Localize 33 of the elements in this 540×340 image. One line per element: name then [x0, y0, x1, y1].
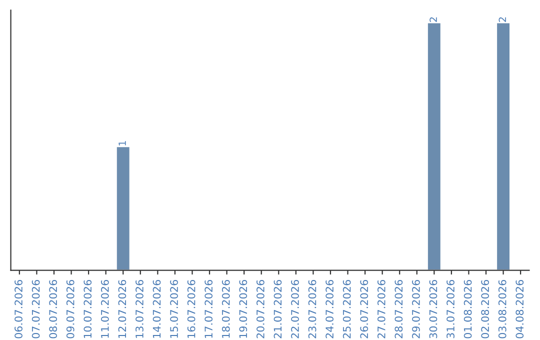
- x-tick-label: 31.07.2026: [446, 280, 454, 338]
- x-tick-label: 23.07.2026: [308, 280, 316, 338]
- data-label: 2: [498, 17, 506, 22]
- x-tick-label: 14.07.2026: [152, 280, 161, 338]
- x-tick-label: 30.07.2026: [429, 280, 438, 338]
- x-tick-label: 10.07.2026: [84, 280, 92, 338]
- x-tick-label: 25.07.2026: [342, 280, 351, 338]
- x-tick-label: 21.07.2026: [274, 280, 282, 338]
- x-tick-label: 16.07.2026: [187, 280, 196, 338]
- x-tick-label: 02.08.2026: [481, 280, 490, 338]
- x-tick-label: 29.07.2026: [412, 280, 420, 338]
- x-tick-label: 24.07.2026: [326, 280, 334, 338]
- x-tick-label: 08.07.2026: [49, 280, 58, 338]
- data-label: 1: [118, 141, 126, 146]
- x-tick-label: 22.07.2026: [291, 280, 299, 338]
- x-tick-label: 18.07.2026: [222, 280, 230, 338]
- x-tick-label: 11.07.2026: [100, 280, 109, 338]
- x-tick-label: 19.07.2026: [239, 280, 248, 338]
- x-tick-label: 20.07.2026: [256, 280, 264, 338]
- data-label: 2: [430, 17, 437, 22]
- x-tick-label: 09.07.2026: [66, 280, 74, 338]
- x-tick-label: 01.08.2026: [464, 280, 472, 338]
- x-tick-label: 03.08.2026: [498, 280, 506, 338]
- x-tick-label: 15.07.2026: [170, 280, 178, 338]
- x-tick-label: 26.07.2026: [360, 280, 368, 338]
- x-tick-label: 12.07.2026: [118, 280, 126, 338]
- x-tick-label: 27.07.2026: [377, 280, 386, 338]
- x-tick-label: 07.07.2026: [32, 280, 40, 338]
- x-tick-label: 28.07.2026: [394, 280, 403, 338]
- x-tick-label: 13.07.2026: [136, 280, 144, 338]
- x-tick-label: 04.08.2026: [516, 280, 524, 338]
- x-tick-label: 06.07.2026: [14, 280, 22, 338]
- x-tick-label: 17.07.2026: [204, 280, 213, 338]
